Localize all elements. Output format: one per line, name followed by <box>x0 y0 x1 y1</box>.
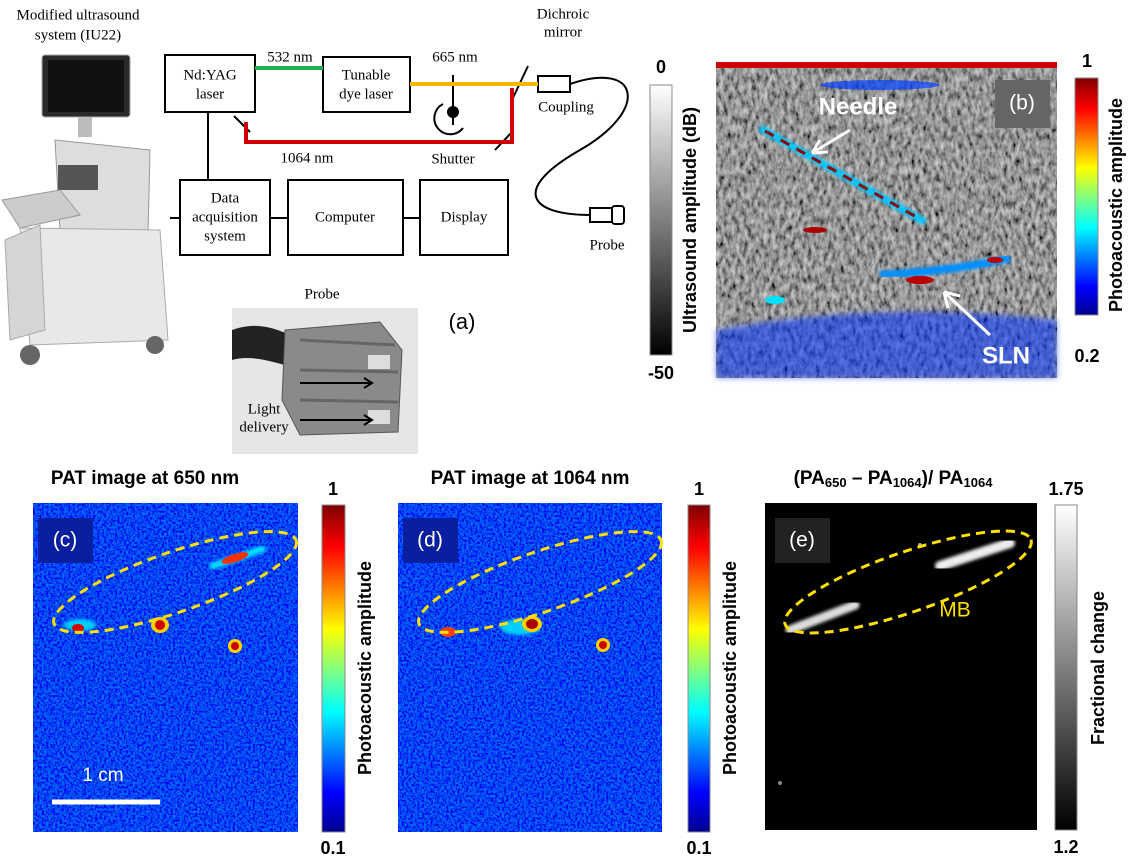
colorbar-min: -50 <box>648 363 674 383</box>
box-label: Computer <box>315 209 375 225</box>
component-label: mirror <box>544 24 582 40</box>
colorbar-title: Photoacoustic amplitude <box>720 561 740 775</box>
colorbar-title: Fractional change <box>1088 591 1108 745</box>
panel-label: (b) <box>1009 92 1035 115</box>
panel-title: (PA650 – PA1064)/ PA1064 <box>794 468 994 490</box>
component-label: Shutter <box>431 151 474 167</box>
component-label: Probe <box>590 237 625 253</box>
ultrasound-machine <box>2 55 168 365</box>
jet-colorbar <box>688 505 710 832</box>
box-label: Data <box>211 190 240 206</box>
title-subscript: 1064 <box>964 475 994 490</box>
box-label: Nd:YAG <box>183 67 237 83</box>
system-caption: system (IU22) <box>35 27 121 43</box>
box-label: laser <box>196 86 224 102</box>
colorbar-max: 1.75 <box>1048 479 1083 499</box>
colorbar-title: Ultrasound amplitude (dB) <box>680 107 700 333</box>
grayscale-colorbar <box>650 85 672 355</box>
component-label: Dichroic <box>537 6 590 22</box>
jet-colorbar <box>322 505 345 832</box>
panel-title: PAT image at 650 nm <box>51 468 239 489</box>
panel-label: (d) <box>417 529 443 552</box>
photo-annotation: delivery <box>239 419 289 435</box>
photo-title: Probe <box>305 286 340 302</box>
grayscale-colorbar <box>1055 505 1077 830</box>
colorbar-min: 0.1 <box>320 838 345 858</box>
title-part: (PA <box>794 468 826 489</box>
image-annotation: SLN <box>982 342 1030 369</box>
box-label: acquisition <box>192 209 258 225</box>
title-part: )/ PA <box>922 468 964 489</box>
colorbar-min: 0.1 <box>686 838 711 858</box>
colorbar-max: 1 <box>1082 51 1092 71</box>
figure: Modified ultrasound system (IU22) <box>0 0 1129 861</box>
colorbar-title: Photoacoustic amplitude <box>1106 98 1126 312</box>
box-label: Tunable <box>342 67 391 83</box>
title-part: – PA <box>847 468 893 489</box>
title-subscript: 650 <box>825 475 847 490</box>
component-label: Coupling <box>538 99 594 115</box>
box-label: dye laser <box>339 86 393 102</box>
panel-title: PAT image at 1064 nm <box>431 468 630 489</box>
jet-colorbar <box>1075 78 1098 315</box>
wavelength-label: 532 nm <box>267 49 313 65</box>
box-label: Display <box>441 209 488 225</box>
panel-label: (a) <box>449 309 476 334</box>
scale-bar-label: 1 cm <box>82 765 123 786</box>
wavelength-label: 1064 nm <box>281 150 334 166</box>
colorbar-max: 1 <box>694 479 704 499</box>
title-subscript: 1064 <box>893 475 923 490</box>
colorbar-max: 0 <box>656 57 666 77</box>
panel-label: (e) <box>789 529 815 552</box>
box-label: system <box>204 228 246 244</box>
colorbar-max: 1 <box>328 479 338 499</box>
photo-annotation: Light <box>248 401 281 417</box>
wavelength-label: 665 nm <box>432 49 478 65</box>
panel-label: (c) <box>53 529 78 552</box>
colorbar-title: Photoacoustic amplitude <box>355 561 375 775</box>
image-annotation: Needle <box>819 93 898 120</box>
system-caption: Modified ultrasound <box>17 7 140 23</box>
colorbar-min: 1.2 <box>1053 837 1078 857</box>
colorbar-min: 0.2 <box>1074 346 1099 366</box>
image-annotation: MB <box>939 599 971 622</box>
